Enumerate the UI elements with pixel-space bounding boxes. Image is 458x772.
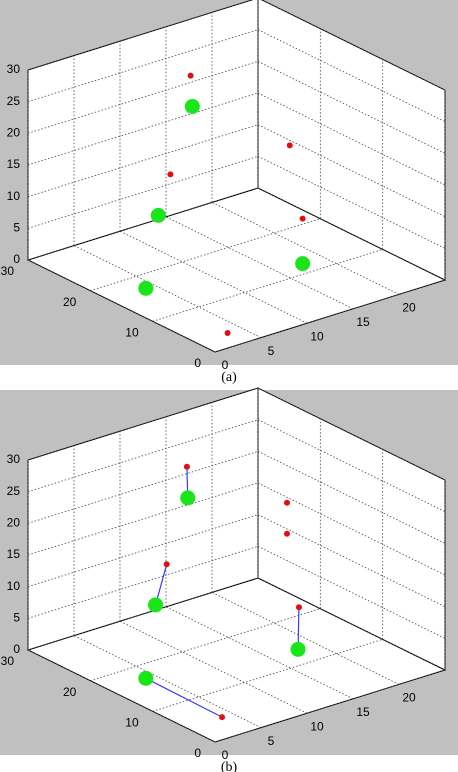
point	[290, 641, 306, 657]
grid-line	[27, 387, 259, 461]
x-tick-label: 0	[222, 358, 229, 372]
z-tick-label: 10	[7, 579, 21, 593]
point	[187, 72, 194, 79]
link-line	[145, 466, 300, 718]
x-tick-label: 10	[310, 329, 324, 343]
grid-line	[27, 92, 259, 166]
grid-line	[27, 29, 259, 103]
z-tick-label: 15	[7, 157, 21, 171]
z-tick-label: 10	[7, 189, 21, 203]
y-tick-label: 0	[194, 356, 201, 370]
x-tick-label: 15	[356, 315, 370, 329]
grid-line	[152, 638, 383, 712]
grid-line	[27, 124, 259, 198]
z-tick-label: 25	[7, 94, 21, 108]
z-tick-label: 20	[7, 126, 21, 140]
grid-line	[27, 155, 259, 229]
z-tick-label: 15	[7, 547, 21, 561]
z-tick-label: 30	[7, 62, 21, 76]
x-tick-label: 20	[402, 301, 416, 315]
x-tick-label: 0	[222, 748, 229, 762]
z-tick-label: 25	[7, 484, 21, 498]
z-tick-label: 0	[13, 252, 20, 266]
x-tick-label: 15	[356, 705, 370, 719]
z-tick-label: 20	[7, 516, 21, 530]
point	[286, 142, 293, 149]
grid-line	[27, 450, 259, 524]
point	[283, 499, 290, 506]
grid-line	[27, 482, 259, 556]
y-tick-label: 10	[125, 716, 139, 730]
point	[138, 280, 154, 296]
grid-line	[27, 0, 253, 71]
grid-line	[152, 248, 383, 322]
point	[184, 98, 200, 114]
point	[138, 670, 154, 686]
point	[183, 463, 190, 470]
caption: (a)	[221, 370, 237, 385]
z-tick-label: 30	[7, 452, 21, 466]
point	[150, 207, 166, 223]
point	[167, 171, 174, 178]
x-tick-label: 20	[402, 691, 416, 705]
y-tick-label: 30	[1, 654, 15, 668]
y-tick-label: 20	[63, 295, 77, 309]
grid-line	[27, 545, 259, 619]
z-tick-label: 0	[13, 642, 20, 656]
point	[180, 490, 196, 506]
point	[224, 330, 231, 337]
y-tick-label: 20	[63, 685, 77, 699]
grid-line	[214, 279, 446, 353]
point	[219, 714, 226, 721]
z-tick-label: 5	[13, 221, 20, 235]
point	[295, 604, 302, 611]
caption: (b)	[221, 760, 238, 772]
grid-line	[27, 419, 259, 493]
y-tick-label: 10	[125, 326, 139, 340]
y-tick-label: 0	[194, 746, 201, 760]
point	[283, 530, 290, 537]
point	[163, 561, 170, 568]
grid-line	[90, 218, 321, 292]
point	[299, 215, 306, 222]
grid-line	[27, 577, 259, 651]
x-tick-label: 5	[268, 344, 275, 358]
y-tick-label: 30	[1, 264, 15, 278]
grid-line	[27, 514, 259, 588]
grid-line	[27, 60, 259, 134]
grid-line	[214, 669, 446, 743]
z-tick-label: 5	[13, 611, 20, 625]
x-tick-label: 5	[268, 734, 275, 748]
x-tick-label: 10	[310, 719, 324, 733]
grid-line	[27, 187, 259, 261]
point	[295, 256, 311, 272]
point	[148, 597, 164, 613]
grid-line	[90, 608, 321, 682]
